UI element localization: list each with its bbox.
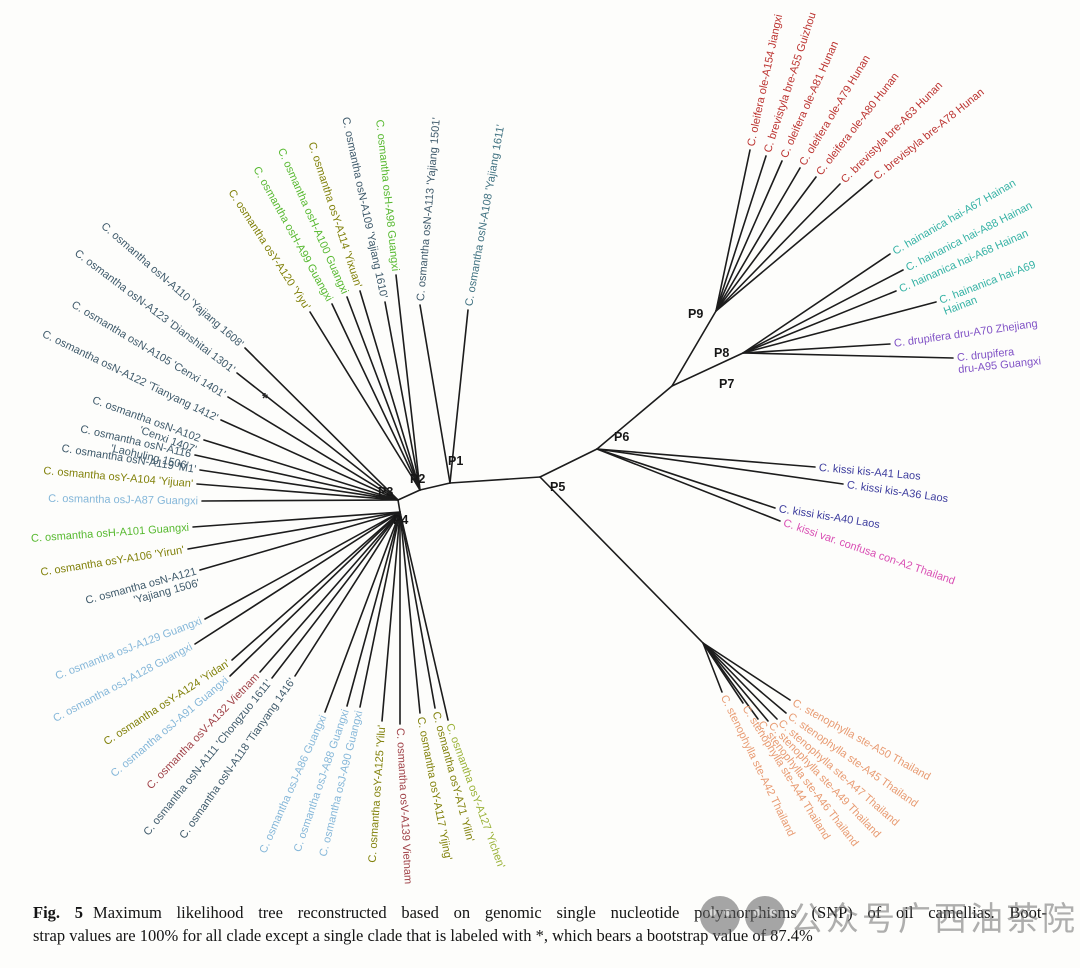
tree-branch-edge: [196, 483, 399, 501]
tree-branch-edge: [359, 511, 401, 708]
tree-branch-edge: [742, 352, 954, 359]
tree-branch-edge: [702, 642, 759, 720]
tree-branch-edge: [702, 642, 787, 714]
tree-branch-edge: [399, 511, 449, 721]
leaf-label: C. osmantha osJ-A87 Guangxi: [48, 493, 198, 508]
tree-branch-edge: [194, 511, 401, 645]
tree-branch-edge: [236, 372, 399, 501]
leaf-label: C. osmantha osN-A113 'Yajiang 1501': [415, 117, 443, 302]
tree-branch-edge: [201, 499, 399, 502]
tree-branch-edge: [742, 301, 937, 354]
leaf-label: C. drupifera dru-A70 Zhejiang: [893, 318, 1038, 350]
tree-branch-edge: [596, 448, 781, 522]
tree-branch-edge: [715, 149, 751, 312]
internal-node-label: P4: [393, 513, 408, 527]
tree-branch-edge: [702, 642, 723, 693]
tree-backbone-edge: [539, 476, 704, 644]
bootstrap-asterisk: *: [262, 390, 268, 407]
tree-branch-edge: [194, 454, 399, 501]
tree-branch-edge: [271, 511, 401, 679]
tree-backbone-edge: [671, 352, 744, 387]
tree-branch-edge: [702, 642, 791, 701]
tree-backbone-edge: [419, 482, 451, 491]
tree-branch-edge: [715, 176, 817, 312]
tree-branch-edge: [381, 511, 401, 722]
tree-branch-edge: [199, 469, 399, 501]
tree-backbone-edge: [449, 476, 541, 484]
tree-branch-edge: [203, 439, 399, 501]
internal-node-label: P7: [719, 377, 734, 391]
tree-branch-edge: [259, 511, 401, 673]
tree-branch-edge: [220, 419, 399, 501]
leaf-label: C. kissi kis-A41 Laos: [818, 462, 921, 483]
tree-branch-edge: [742, 290, 897, 354]
tree-branch-edge: [715, 179, 873, 312]
internal-node-label: P6: [614, 430, 629, 444]
tree-branch-edge: [244, 347, 399, 501]
tree-branch-edge: [715, 160, 783, 312]
caption-text-1: Maximum likelihood tree reconstructed ba…: [93, 903, 1047, 922]
leaf-label: C. osmantha osV-A139 Vietnam: [394, 728, 414, 885]
tree-branch-edge: [715, 155, 767, 312]
internal-node-label: P1: [448, 454, 463, 468]
tree-branch-edge: [702, 642, 778, 720]
caption-text-2: strap values are 100% for all clade exce…: [33, 926, 813, 946]
tree-branch-edge: [449, 309, 469, 484]
tree-branch-edge: [742, 253, 891, 354]
tree-backbone-edge: [397, 499, 401, 513]
figure-caption: Fig. 5 Maximum likelihood tree reconstruc…: [33, 901, 1047, 948]
internal-node-label: P3: [378, 485, 393, 499]
tree-branch-edge: [192, 511, 401, 528]
tree-branch-edge: [199, 511, 401, 571]
tree-branch-edge: [231, 511, 401, 661]
internal-node-label: P9: [688, 307, 703, 321]
tree-branch-edge: [715, 167, 801, 312]
leaf-label: C. kissi kis-A36 Laos: [846, 479, 949, 505]
tree-branch-edge: [204, 511, 401, 620]
figure-number: Fig. 5: [33, 903, 84, 922]
tree-branch-edge: [346, 511, 401, 707]
tree-branch-edge: [596, 448, 816, 468]
tree-branch-edge: [331, 303, 421, 491]
tree-branch-edge: [742, 269, 904, 354]
tree-branch-edge: [294, 511, 401, 677]
tree-branch-edge: [596, 448, 844, 485]
tree-branch-edge: [346, 296, 421, 491]
leaf-label: C. osmantha osN-A108 'Yajiang 1611': [463, 124, 507, 307]
tree-branch-edge: [229, 511, 401, 677]
tree-branch-edge: [702, 642, 769, 722]
tree-branch-edge: [384, 301, 421, 491]
tree-branch-edge: [399, 511, 436, 709]
tree-branch-edge: [742, 343, 891, 354]
tree-backbone-edge: [397, 489, 421, 501]
tree-branch-edge: [309, 311, 421, 491]
tree-branch-edge: [419, 304, 451, 484]
leaf-label: C. osmantha osH-A101 Guangxi: [31, 522, 190, 545]
tree-backbone-edge: [671, 310, 717, 387]
internal-node-label: P2: [410, 472, 425, 486]
internal-node-label: P5: [550, 480, 565, 494]
internal-node-label: P8: [714, 346, 729, 360]
phylogenetic-tree-figure: C. osmantha osY-A120 'Yiyu' C. osmantha o…: [31, 11, 1042, 885]
tree-branch-edge: [227, 396, 399, 501]
tree-branch-edge: [324, 511, 401, 713]
leaf-label: C. drupiferadru-A95 Guangxi: [956, 343, 1041, 376]
tree-branch-edge: [395, 274, 421, 491]
tree-branch-edge: [399, 511, 421, 714]
leaf-label: C. osmantha osY-A125 'Yilu': [367, 725, 389, 863]
caption-line-1: Fig. 5 Maximum likelihood tree reconstruc…: [33, 901, 1047, 924]
tree-backbone-edge: [596, 385, 673, 450]
tree-backbone-edge: [539, 448, 598, 478]
tree-branch-edge: [187, 511, 401, 550]
tree-branch-edge: [359, 290, 421, 491]
leaf-label: C. osmantha osN-A121'Yajiang 1506': [84, 566, 201, 619]
phylogenetic-tree-canvas: C. osmantha osY-A120 'Yiyu'C. osmantha o…: [31, 11, 1042, 885]
tree-branch-edge: [596, 448, 776, 509]
tree-branch-edge: [715, 183, 841, 312]
